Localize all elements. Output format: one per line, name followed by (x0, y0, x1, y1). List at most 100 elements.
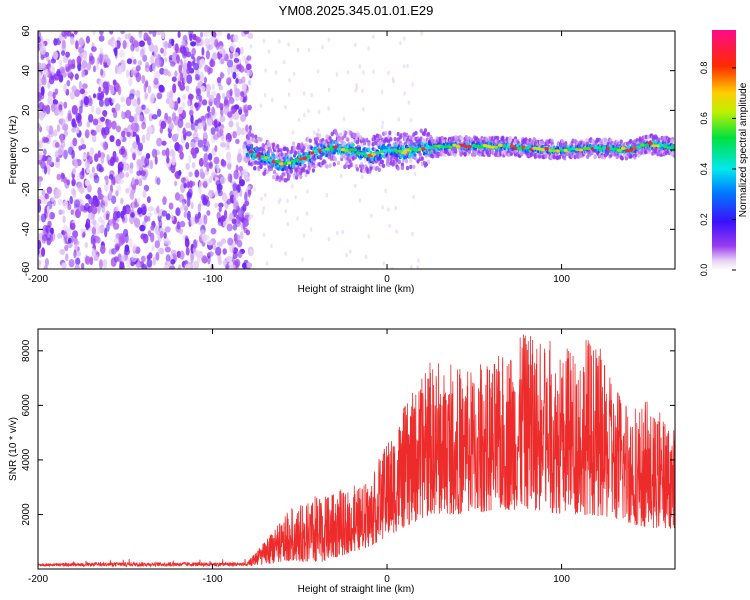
heatmap-cell (234, 52, 239, 58)
heatmap-cell (563, 148, 569, 152)
heatmap-cell (63, 225, 68, 233)
heatmap-cell (260, 196, 263, 201)
heatmap-cell (164, 246, 171, 253)
heatmap-cell (138, 40, 145, 47)
heatmap-cell (567, 147, 572, 152)
heatmap-cell (289, 149, 293, 155)
heatmap-cell (227, 65, 231, 76)
heatmap-cell (389, 137, 393, 142)
heatmap-cell (136, 197, 141, 205)
heatmap-cell (416, 159, 420, 164)
heatmap-cell (214, 202, 219, 209)
heatmap-cell (411, 82, 415, 87)
heatmap-x-ticks: -200 -100 0 100 (28, 31, 570, 285)
heatmap-cell (203, 214, 208, 225)
heatmap-cell (211, 52, 218, 61)
heatmap-cell (340, 148, 346, 152)
heatmap-cell (210, 127, 216, 135)
heatmap-cell (479, 145, 484, 149)
heatmap-cell (87, 212, 94, 221)
heatmap-cell (146, 216, 151, 222)
heatmap-cell (113, 222, 120, 230)
heatmap-cell (238, 165, 243, 172)
heatmap-cell (149, 94, 155, 104)
heatmap-cell (345, 161, 349, 166)
heatmap-cell (214, 191, 219, 197)
heatmap-cell (117, 85, 122, 96)
heatmap-cell (114, 243, 121, 251)
heatmap-cell (399, 40, 402, 46)
heatmap-cell (184, 205, 188, 212)
heatmap-cell (170, 61, 176, 67)
heatmap-cell (194, 73, 199, 81)
heatmap-cell (647, 141, 653, 145)
heatmap-cell (278, 162, 285, 166)
heatmap-cell (644, 143, 649, 147)
heatmap-cell (132, 141, 138, 149)
heatmap-cell (38, 71, 42, 79)
heatmap-cell (371, 152, 377, 156)
heatmap-cell (233, 112, 240, 120)
heatmap-cell (201, 120, 206, 128)
heatmap-cell (216, 241, 223, 248)
heatmap-cell (454, 149, 458, 154)
heatmap-cell (154, 59, 159, 66)
y-tick-label: -40 (21, 222, 32, 237)
heatmap-cell (299, 174, 303, 180)
heatmap-cell (109, 156, 115, 167)
heatmap-cell (198, 157, 204, 167)
heatmap-cell (317, 128, 320, 133)
heatmap-cell (245, 262, 253, 269)
heatmap-cell (174, 133, 179, 139)
heatmap-cell (536, 147, 542, 151)
heatmap-cell (115, 125, 122, 133)
heatmap-cell (244, 191, 248, 202)
heatmap-cell (139, 224, 146, 232)
heatmap-cell (51, 196, 55, 202)
heatmap-cell (163, 57, 168, 63)
heatmap-cell (431, 154, 435, 159)
heatmap-cell (602, 141, 607, 146)
heatmap-cell (135, 134, 140, 143)
heatmap-cell (65, 253, 69, 262)
heatmap-cell (116, 204, 120, 213)
heatmap-cell (144, 64, 150, 73)
heatmap-cell (406, 165, 410, 171)
heatmap-cell (226, 255, 233, 263)
heatmap-cell (177, 72, 181, 82)
heatmap-cell (330, 131, 334, 137)
heatmap-cell (332, 162, 336, 167)
heatmap-cell (211, 90, 217, 97)
heatmap-cell (190, 201, 194, 210)
heatmap-cell (156, 205, 160, 214)
heatmap-cell (344, 148, 350, 153)
heatmap-cell (137, 60, 143, 66)
heatmap-cell (41, 237, 47, 244)
heatmap-cell (335, 133, 340, 138)
heatmap-cell (111, 195, 117, 204)
heatmap-cell (71, 105, 78, 115)
heatmap-cell (229, 42, 236, 53)
heatmap-cell (134, 89, 141, 97)
heatmap-cell (267, 49, 271, 54)
heatmap-cell (287, 92, 291, 97)
heatmap-cell (197, 139, 204, 148)
heatmap-cell (129, 191, 135, 200)
heatmap-cell (61, 42, 67, 53)
heatmap-cell (216, 164, 220, 174)
heatmap-cell (308, 138, 312, 143)
heatmap-cell (211, 83, 215, 91)
heatmap-cell (190, 121, 196, 131)
heatmap-cell (81, 70, 86, 78)
heatmap-cell (102, 110, 108, 117)
heatmap-cell (367, 148, 371, 152)
heatmap-cell (327, 37, 331, 42)
heatmap-cell (150, 55, 155, 64)
heatmap-cell (111, 248, 117, 255)
heatmap-cell (131, 254, 138, 263)
heatmap-cell (120, 234, 126, 244)
heatmap-cell (328, 147, 335, 151)
heatmap-cell (185, 247, 190, 256)
heatmap-cell (390, 266, 394, 269)
